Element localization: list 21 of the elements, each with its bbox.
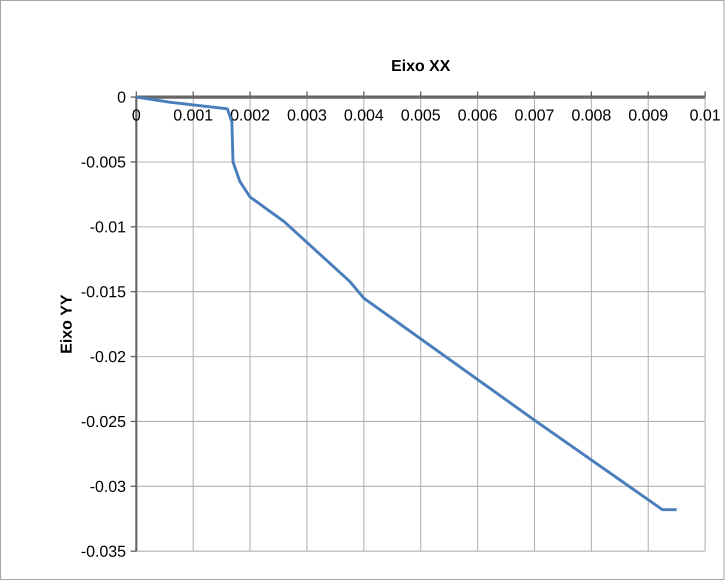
x-tick-label: 0.001 — [174, 109, 212, 121]
y-tick-label: -0.01 — [90, 221, 126, 232]
x-tick-label: 0.01 — [690, 109, 720, 121]
x-tick-label: 0.003 — [288, 109, 326, 121]
x-tick-label: 0.002 — [230, 109, 270, 121]
y-tick-label: -0.03 — [90, 480, 126, 492]
y-tick-label: -0.035 — [82, 546, 126, 557]
x-tick-label: 0.004 — [344, 109, 384, 121]
chart-title: Eixo XX — [392, 60, 450, 72]
x-tick-label: 0.005 — [401, 109, 440, 121]
y-axis-title: Eixo YY — [60, 294, 72, 353]
y-tick-label: 0 — [118, 91, 126, 103]
y-tick-label: -0.005 — [82, 156, 126, 168]
line-series — [134, 96, 678, 512]
x-tick-label: 0.006 — [458, 109, 497, 121]
x-tick-label: 0.009 — [628, 109, 668, 121]
y-tick-label: -0.025 — [82, 416, 126, 428]
x-tick-label: 0.007 — [515, 109, 554, 121]
y-tick-label: -0.02 — [90, 350, 126, 362]
y-tick-label: -0.015 — [82, 286, 126, 298]
x-tick-label: 0.008 — [572, 109, 611, 121]
